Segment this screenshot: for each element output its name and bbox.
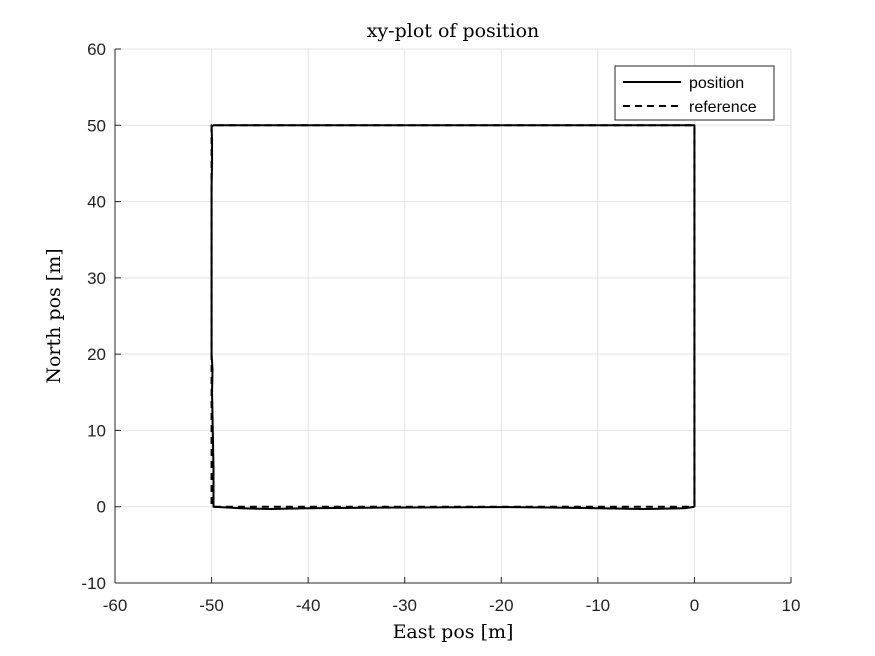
x-tick-label: -30 (392, 596, 417, 615)
x-tick-label: 0 (690, 596, 699, 615)
y-tick-label: 50 (87, 116, 106, 135)
axes (114, 49, 791, 584)
x-tick-label: 10 (782, 596, 801, 615)
y-tick-label: 30 (87, 269, 106, 288)
chart-title: xy-plot of position (367, 20, 540, 42)
x-tick-label: -50 (199, 596, 224, 615)
legend: position reference (614, 65, 775, 121)
x-tick-label: -10 (586, 596, 611, 615)
y-tick-label: 40 (87, 193, 106, 212)
y-axis-label: North pos [m] (43, 248, 65, 383)
ticks: -60 -50 -40 -30 -20 -10 0 10 -10 0 10 20 30 40 50 60 (81, 40, 800, 615)
x-axis-label: East pos [m] (393, 621, 514, 643)
y-tick-label: 20 (87, 345, 106, 364)
y-tick-label: -10 (81, 574, 106, 593)
legend-label-reference: reference (689, 99, 757, 116)
y-tick-label: 0 (97, 498, 106, 517)
x-tick-label: -40 (296, 596, 321, 615)
series-line-position (210, 124, 696, 510)
legend-label-position: position (689, 75, 744, 92)
series-layer (210, 124, 696, 510)
y-tick-label: 10 (87, 421, 106, 440)
legend-box (614, 65, 775, 121)
y-tick-label: 60 (87, 40, 106, 59)
x-tick-label: -20 (489, 596, 514, 615)
x-tick-label: -60 (103, 596, 128, 615)
